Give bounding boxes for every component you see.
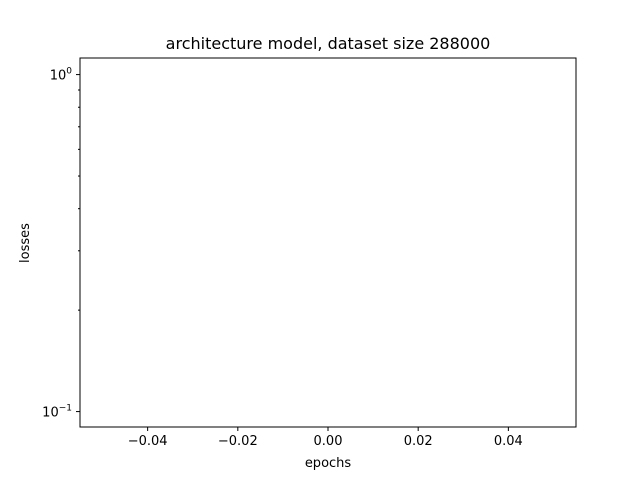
x-tick-label: 0.00	[314, 434, 343, 449]
x-axis-ticks: −0.04 −0.02 0.00 0.02 0.04	[128, 427, 523, 449]
x-tick-label: −0.02	[218, 434, 258, 449]
y-tick-label-base: 10	[50, 69, 67, 84]
chart-title: architecture model, dataset size 288000	[166, 34, 491, 53]
y-tick-label-exponent: 0	[66, 67, 72, 77]
x-axis-label: epochs	[305, 456, 352, 471]
x-tick-label: −0.04	[128, 434, 168, 449]
y-tick-label: 100	[50, 67, 73, 84]
y-tick-label-exponent: −1	[59, 404, 72, 414]
y-tick-label: 10−1	[42, 404, 72, 421]
x-tick-label: 0.02	[404, 434, 433, 449]
x-tick-label: 0.04	[494, 434, 523, 449]
y-tick-label-base: 10	[42, 406, 59, 421]
y-axis-label: losses	[18, 223, 33, 263]
plot-area-frame	[79, 57, 577, 428]
